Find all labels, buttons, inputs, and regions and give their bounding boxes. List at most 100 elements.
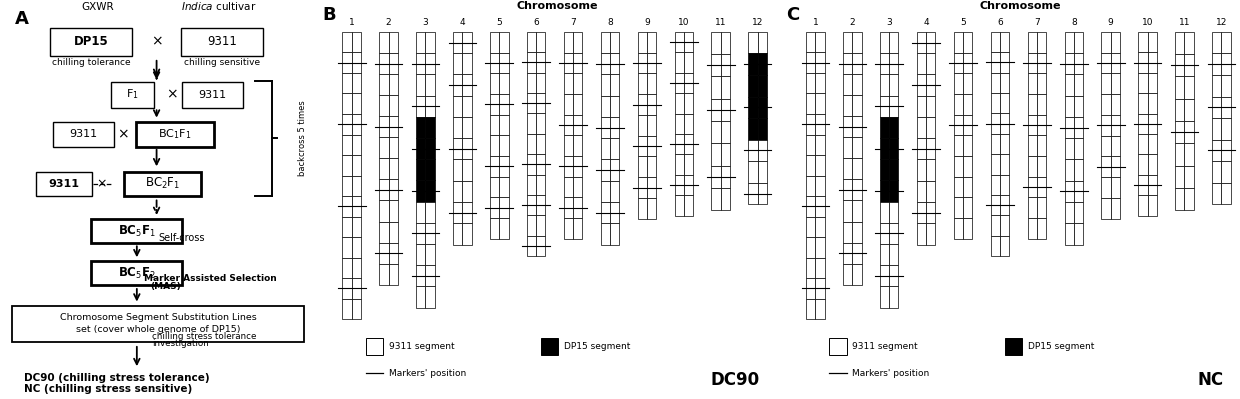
Bar [453,32,463,53]
Bar [647,198,656,219]
Bar [453,160,463,181]
Bar [999,113,1009,134]
Bar [637,115,647,136]
Bar [1028,177,1037,198]
Bar [916,96,926,117]
Bar [1221,32,1230,53]
Bar [926,75,935,96]
Bar [1028,156,1037,177]
Bar [1037,94,1047,115]
Text: DP15 segment: DP15 segment [1028,342,1094,351]
Bar [1064,181,1074,202]
Bar [610,75,619,96]
Bar [843,53,852,74]
Bar [417,286,425,308]
Bar [926,96,935,117]
Bar [417,159,425,180]
Bar [527,113,536,134]
Bar [999,215,1009,236]
Bar [417,32,425,53]
Bar [954,73,963,94]
Bar [564,73,573,94]
Bar [720,77,730,99]
Bar [425,53,435,74]
Bar [490,198,500,218]
Bar [806,114,816,134]
Bar [637,177,647,198]
Bar [1147,196,1157,216]
Bar [379,95,388,116]
Bar [1074,75,1083,96]
Bar [1213,140,1221,161]
Bar [637,156,647,177]
Bar [749,97,758,118]
Bar [527,154,536,174]
Bar [1221,75,1230,97]
Bar [425,286,435,308]
Bar [573,94,583,115]
Text: ×: × [118,127,129,142]
Bar [637,198,647,219]
Bar [720,99,730,121]
Bar [712,188,720,210]
Bar [453,202,463,223]
Bar [806,155,816,176]
Bar [92,219,182,243]
Bar [417,138,425,159]
Bar [490,32,500,53]
Bar [536,93,546,113]
Bar [683,196,693,216]
Bar [342,73,352,93]
Bar [683,73,693,93]
Bar [1221,183,1230,204]
Bar [675,134,683,154]
Bar [852,243,862,264]
Bar [417,201,425,223]
Bar [541,338,558,355]
Bar [500,73,508,94]
Bar [379,264,388,285]
Bar [342,114,352,134]
Text: GXWR: GXWR [81,2,114,12]
Bar [573,53,583,73]
Bar [963,73,972,94]
Bar [852,264,862,285]
Bar [388,243,398,264]
Bar [926,32,935,53]
Text: 9311: 9311 [69,129,98,140]
Bar [182,81,243,107]
Bar [675,93,683,114]
Bar [600,117,610,138]
Bar [1028,94,1037,115]
Bar [1074,160,1083,181]
Bar [852,53,862,74]
Bar [880,244,889,265]
Bar [991,174,999,195]
Bar [573,135,583,156]
Bar [425,74,435,96]
Bar [500,115,508,135]
Bar [816,93,825,114]
Bar [1028,198,1037,218]
Text: 3: 3 [887,18,892,27]
Bar [999,195,1009,215]
Text: 9311 segment: 9311 segment [852,342,918,351]
Bar [1111,73,1120,94]
Bar [880,201,889,223]
Bar [610,202,619,223]
Bar [342,237,352,258]
Bar [954,94,963,115]
Bar [1176,77,1184,99]
Bar [1111,32,1120,53]
Bar [379,116,388,137]
Bar [683,93,693,114]
Bar [637,53,647,73]
Bar [843,243,852,264]
Bar [1064,96,1074,117]
Text: 7: 7 [570,18,575,27]
Bar [1074,138,1083,160]
Bar [999,32,1009,52]
Text: 2: 2 [849,18,856,27]
Bar [880,117,889,138]
Bar [916,138,926,160]
